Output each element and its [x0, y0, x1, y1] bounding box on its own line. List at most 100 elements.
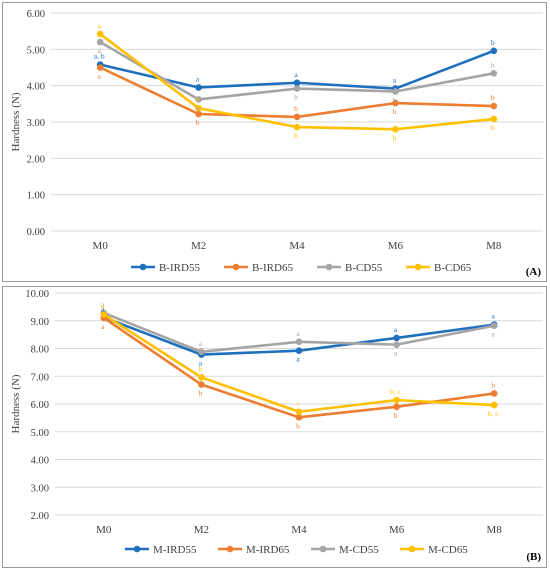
data-point [198, 374, 205, 381]
significance-label: b [296, 421, 300, 430]
data-point [490, 401, 498, 409]
legend: B-IRD55 B-IRD65 B-CD55 B-CD65 [131, 262, 472, 274]
data-point [96, 64, 104, 71]
data-point [100, 311, 108, 318]
legend-label: M-IRD55 [153, 544, 197, 556]
significance-label: a [394, 349, 398, 358]
y-tick-label: 6.00 [27, 9, 45, 20]
significance-label: b [393, 107, 397, 116]
x-tick-label: M4 [291, 524, 307, 536]
significance-label: b [294, 93, 298, 102]
legend-swatch-marker [408, 545, 416, 553]
y-tick-label: 3.00 [27, 118, 45, 129]
data-point [392, 88, 399, 95]
x-tick-label: M8 [486, 240, 502, 252]
significance-label: a [199, 359, 203, 368]
y-tick-label: 0.00 [27, 227, 45, 238]
x-tick-label: M6 [388, 240, 404, 252]
significance-label: a [199, 339, 203, 348]
legend-label: B-CD65 [434, 262, 472, 274]
y-axis-label: Hardness (N) [10, 92, 22, 151]
data-point [295, 347, 303, 355]
significance-label: a [101, 304, 105, 313]
data-point [392, 125, 399, 133]
significance-label: a [98, 21, 102, 30]
legend-label: M-CD55 [339, 544, 379, 556]
chart-panel-b: 2.00 3.00 4.00 5.00 6.00 7.00 8.00 9.00 10.00 M0 M… [2, 286, 547, 568]
data-point [490, 322, 498, 330]
significance-label: a [101, 300, 105, 309]
data-point [490, 390, 498, 397]
y-tick-label: 7.00 [31, 372, 49, 383]
data-point [393, 334, 400, 342]
y-tick-label: 5.00 [27, 45, 45, 56]
significance-label: a [296, 355, 300, 364]
significance-label: a [393, 76, 397, 85]
y-tick-label: 4.00 [31, 456, 49, 467]
panel-label: (B) [526, 551, 541, 563]
data-point [195, 96, 202, 103]
y-tick-label: 8.00 [31, 345, 49, 356]
significance-label: b [491, 380, 495, 389]
significance-label: b [393, 95, 397, 104]
significance-label: b, c [390, 387, 402, 396]
significance-label: b [491, 93, 495, 102]
data-point [293, 123, 301, 131]
significance-label: b [199, 389, 203, 398]
data-point [195, 104, 202, 112]
legend-swatch-marker [133, 545, 141, 553]
legend-label: B-IRD55 [159, 262, 200, 274]
legend-swatch-marker [139, 263, 147, 271]
significance-label: b [199, 364, 203, 373]
significance-label: a, b [94, 52, 105, 61]
y-tick-label: 3.00 [31, 483, 49, 494]
significance-label: b [294, 131, 298, 140]
x-tick-label: M0 [93, 240, 109, 252]
significance-label: b, c [488, 409, 500, 418]
significance-label: b [491, 38, 495, 47]
significance-label: a [101, 322, 105, 331]
significance-label: a [98, 46, 102, 55]
legend-swatch-marker [226, 545, 234, 553]
legend-item: B-CD55 [317, 262, 383, 274]
x-tick-label: M2 [191, 240, 206, 252]
data-point [490, 102, 498, 110]
legend-swatch-marker [325, 263, 333, 271]
data-point [293, 79, 301, 87]
data-point [195, 110, 202, 118]
data-point [393, 341, 400, 348]
significance-label: a [492, 330, 496, 339]
legend-label: M-IRD65 [246, 544, 290, 556]
significance-label: c [296, 399, 300, 408]
data-point [96, 38, 104, 46]
significance-label: b [394, 411, 398, 420]
x-tick-label: M6 [389, 524, 405, 536]
legend-swatch-marker [319, 545, 327, 553]
y-tick-label: 10.00 [25, 289, 49, 300]
data-point [295, 408, 303, 416]
data-point [295, 338, 303, 346]
legend-label: M-CD65 [428, 544, 468, 556]
data-point [393, 403, 400, 411]
hardness-chart-a: 0.00 1.00 2.00 3.00 4.00 5.00 6.00 M0 M2 M4 M6 M8 Ha… [10, 9, 543, 278]
legend-item: M-IRD55 [125, 544, 197, 556]
y-tick-label: 5.00 [31, 428, 49, 439]
y-axis-label: Hardness (N) [10, 374, 22, 433]
y-tick-label: 1.00 [27, 191, 45, 202]
legend: M-IRD55 M-IRD65 M-CD55 M-CD65 [125, 544, 468, 556]
chart-panel-a: 0.00 1.00 2.00 3.00 4.00 5.00 6.00 M0 M2 M4 M6 M8 Ha… [2, 2, 547, 282]
legend-item: M-CD55 [311, 544, 379, 556]
x-tick-label: M2 [194, 524, 209, 536]
data-point [392, 99, 399, 107]
data-point [490, 70, 498, 77]
data-point [198, 381, 205, 388]
significance-label: a [196, 74, 200, 83]
significance-label: b [196, 95, 200, 104]
data-point [293, 85, 301, 92]
legend-item: B-IRD65 [224, 262, 293, 274]
significance-label: a [101, 302, 105, 311]
data-point [490, 47, 498, 55]
legend-item: B-IRD55 [131, 262, 200, 274]
data-point [393, 396, 400, 404]
data-point [195, 84, 202, 91]
